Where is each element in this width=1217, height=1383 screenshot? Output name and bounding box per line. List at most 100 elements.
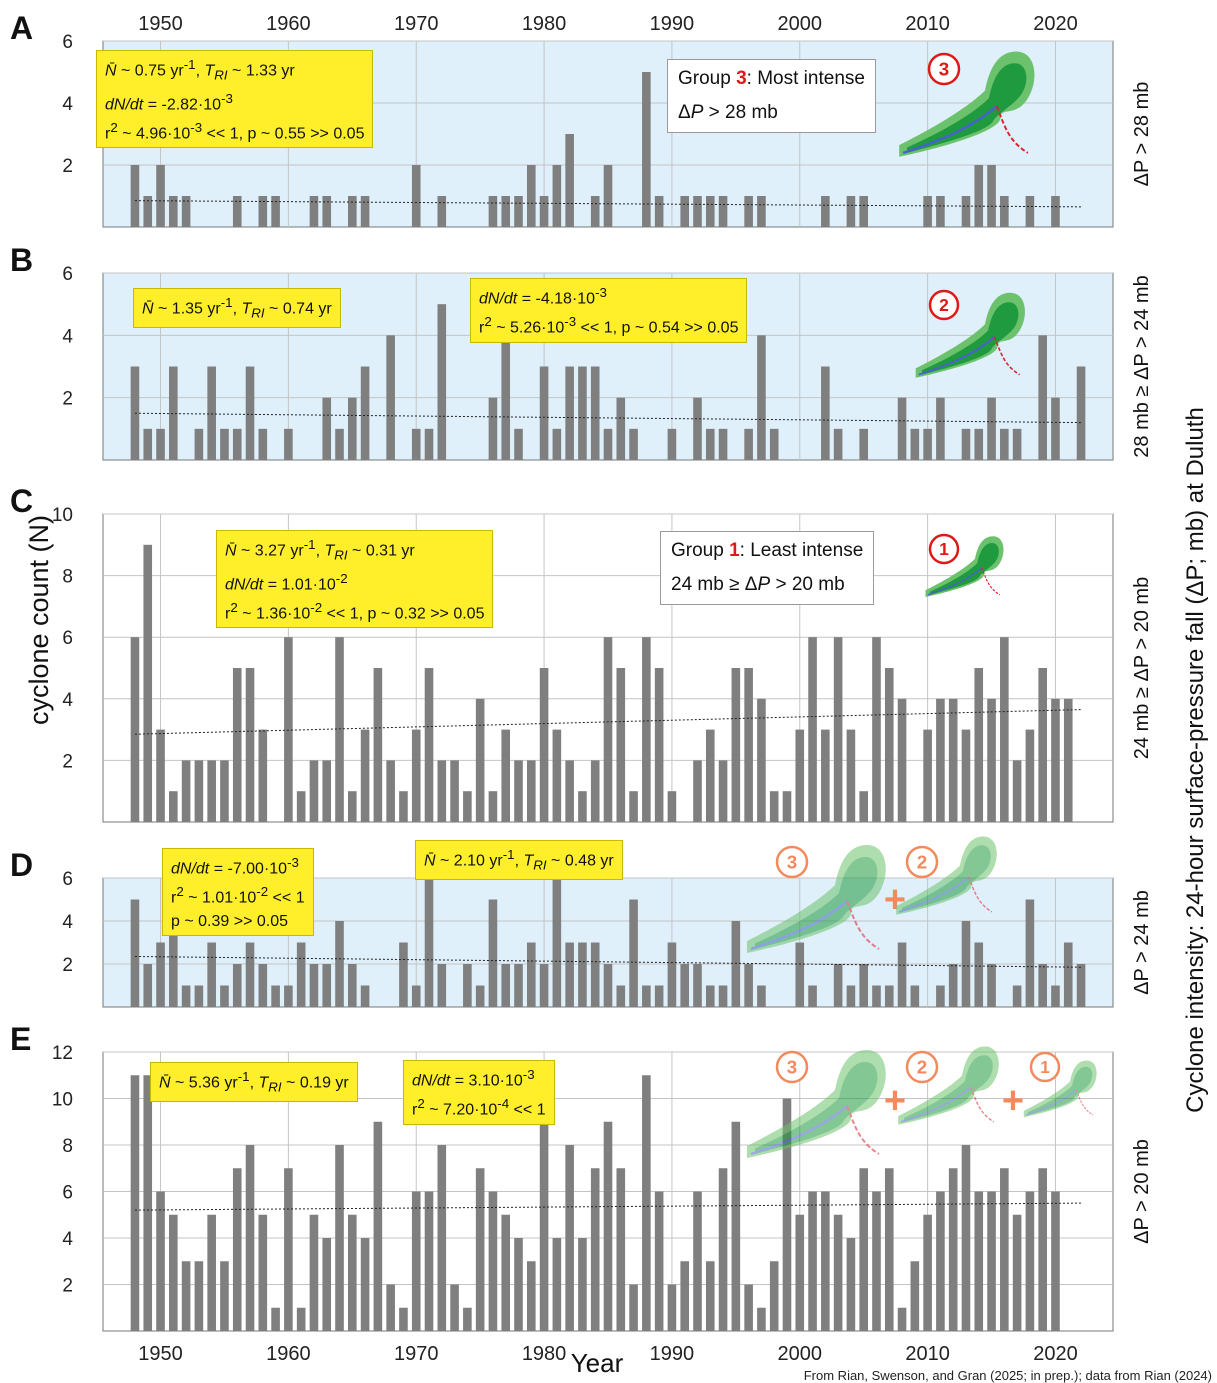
- bar: [232, 964, 242, 1007]
- bar: [373, 668, 383, 822]
- bar: [360, 729, 370, 822]
- bar: [757, 196, 766, 227]
- bar: [846, 196, 856, 227]
- bar: [322, 964, 332, 1007]
- bar: [859, 964, 868, 1007]
- bar: [821, 1191, 830, 1331]
- bar: [757, 335, 766, 460]
- bar: [833, 428, 843, 460]
- bar: [437, 196, 447, 227]
- bar: [948, 1168, 958, 1331]
- panel-letter: E: [10, 1021, 31, 1057]
- bar: [411, 165, 421, 227]
- bar: [654, 985, 664, 1007]
- bar: [616, 668, 626, 822]
- bar: [1063, 942, 1073, 1007]
- bar: [348, 397, 357, 460]
- bar: [1038, 964, 1047, 1007]
- bar: [156, 729, 165, 822]
- bar: [923, 729, 932, 822]
- bar: [629, 1284, 638, 1331]
- bar: [565, 942, 574, 1007]
- bar: [335, 1145, 344, 1331]
- bar: [910, 428, 920, 460]
- bar: [693, 196, 702, 227]
- bar: [616, 1168, 626, 1331]
- bar: [808, 1191, 817, 1331]
- stats-annotation-a-line: dN/dt = -2.82·10-3: [105, 90, 233, 113]
- bar: [232, 1168, 242, 1331]
- trend-annotation-e-line: dN/dt = 3.10·10-3: [412, 1067, 535, 1090]
- bar: [463, 791, 472, 822]
- bar: [514, 964, 523, 1007]
- bar: [488, 791, 498, 822]
- trend-annotation-d: dN/dt = -7.00·10-3 r2 ~ 1.01·10-2 << 1 p ~…: [162, 848, 314, 936]
- bar: [603, 165, 613, 227]
- bottom-x-tick-label: 2010: [905, 1343, 950, 1365]
- top-x-tick-label: 1990: [650, 13, 695, 35]
- bar: [232, 668, 242, 822]
- group-circle: [775, 845, 809, 879]
- bar: [808, 985, 817, 1007]
- bar: [258, 428, 268, 460]
- bar: [769, 1261, 779, 1331]
- bar: [360, 196, 370, 227]
- bar: [501, 1214, 511, 1331]
- bar: [821, 196, 830, 227]
- group-2-faded-badge: 2: [905, 1050, 939, 1084]
- storm-group-1-faded-icon: [1023, 1060, 1097, 1118]
- storm-group-3-faded-icon: [747, 845, 886, 953]
- bar: [399, 1307, 408, 1331]
- cold-front: [900, 1086, 972, 1123]
- y-tick-label: 4: [62, 912, 73, 933]
- trend-annotation-b-line: dN/dt = -4.18·10-3: [479, 285, 607, 308]
- bar: [245, 1145, 255, 1331]
- bar: [987, 1191, 996, 1331]
- bar: [539, 1121, 549, 1331]
- bar: [846, 729, 856, 822]
- cold-front: [750, 900, 848, 951]
- bar: [156, 428, 165, 460]
- storm-group-2-icon: [915, 292, 1025, 378]
- panel-c: 2 4 6 8 10 C 24 mb ≥ ΔP > 20 mb: [10, 483, 1153, 823]
- bar: [1051, 698, 1060, 822]
- group-number: 2: [917, 1056, 927, 1077]
- bar: [309, 760, 319, 822]
- bar: [974, 1191, 984, 1331]
- warm-front: [970, 1086, 995, 1123]
- bar: [488, 397, 498, 460]
- bar: [693, 397, 702, 460]
- bar: [220, 760, 229, 822]
- bar: [143, 964, 153, 1007]
- bar: [296, 791, 306, 822]
- mean-annotation-d: N̄ ~ 2.10 yr-1, TRI ~ 0.48 yr: [415, 840, 623, 880]
- bar: [552, 428, 562, 460]
- bar: [1076, 366, 1086, 460]
- y-tick-label: 2: [62, 751, 73, 772]
- top-x-tick-label: 1970: [394, 13, 439, 35]
- bar: [437, 760, 447, 822]
- bar: [271, 196, 280, 227]
- bar: [284, 985, 293, 1007]
- bar: [539, 668, 549, 822]
- bar: [910, 985, 920, 1007]
- bar: [629, 791, 638, 822]
- bar: [475, 1168, 485, 1331]
- group-number: 3: [787, 851, 797, 872]
- trend-line: [134, 200, 1082, 208]
- bar: [245, 942, 255, 1007]
- bar: [169, 366, 178, 460]
- bar: [373, 1121, 383, 1331]
- top-x-tick-label: 2020: [1033, 13, 1078, 35]
- bar: [667, 942, 677, 1007]
- bar: [1025, 196, 1035, 227]
- bar: [335, 428, 344, 460]
- bar: [322, 196, 332, 227]
- storm-cloud-inner: [922, 302, 1019, 375]
- bar: [642, 637, 651, 822]
- bar: [897, 942, 907, 1007]
- y-tick-label: 2: [62, 156, 73, 177]
- bar: [130, 899, 140, 1007]
- bar: [309, 964, 319, 1007]
- bar: [578, 366, 587, 460]
